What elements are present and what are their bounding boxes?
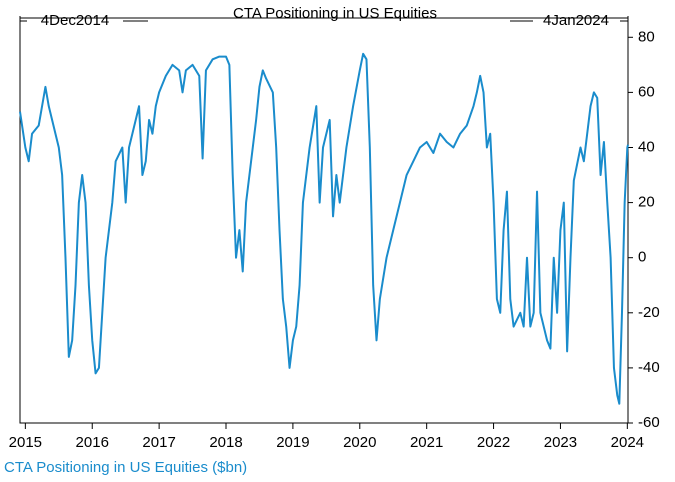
x-tick-label: 2024 bbox=[611, 434, 644, 451]
x-tick-label: 2021 bbox=[410, 434, 443, 451]
x-tick-label: 2022 bbox=[477, 434, 510, 451]
start-marker: 4Dec2014 bbox=[19, 12, 148, 29]
chart-title: CTA Positioning in US Equities bbox=[233, 5, 437, 22]
end-marker: 4Jan2024 bbox=[510, 12, 629, 29]
x-tick-label: 2023 bbox=[544, 434, 577, 451]
y-tick-label: 20 bbox=[638, 194, 655, 211]
legend-entry: CTA Positioning in US Equities ($bn) bbox=[4, 459, 247, 476]
y-tick-label: -60 bbox=[638, 414, 660, 431]
y-tick-label: -40 bbox=[638, 359, 660, 376]
y-tick-label: 60 bbox=[638, 83, 655, 100]
x-tick-label: 2017 bbox=[142, 434, 175, 451]
plot-frame bbox=[19, 17, 629, 424]
y-tick-label: 40 bbox=[638, 138, 655, 155]
x-tick-label: 2018 bbox=[209, 434, 242, 451]
end-label: 4Jan2024 bbox=[543, 12, 609, 29]
x-tick-label: 2015 bbox=[9, 434, 42, 451]
y-tick-label: -20 bbox=[638, 304, 660, 321]
x-tick-label: 2019 bbox=[276, 434, 309, 451]
data-line bbox=[19, 52, 629, 405]
x-tick-label: 2020 bbox=[343, 434, 376, 451]
start-label: 4Dec2014 bbox=[41, 12, 109, 29]
x-tick-label: 2016 bbox=[76, 434, 109, 451]
y-tick-label: 80 bbox=[638, 28, 655, 45]
y-tick-label: 0 bbox=[638, 249, 646, 266]
